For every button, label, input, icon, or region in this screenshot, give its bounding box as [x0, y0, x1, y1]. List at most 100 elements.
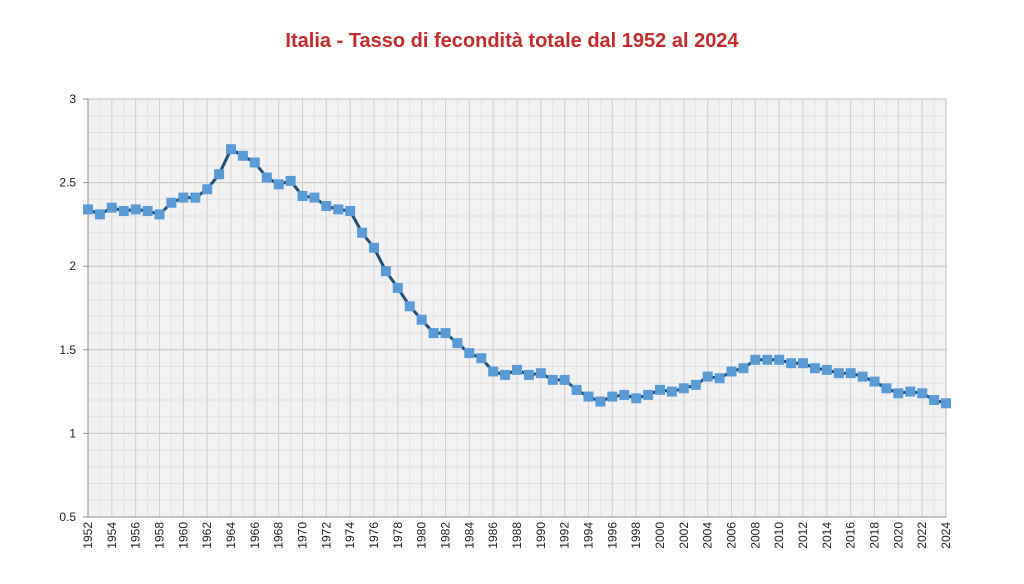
x-tick-label: 1990	[534, 522, 548, 549]
data-point	[547, 374, 558, 385]
data-point	[809, 363, 820, 374]
markers	[83, 144, 951, 409]
data-point	[476, 353, 487, 364]
data-point	[559, 374, 570, 385]
x-tick-label: 1992	[558, 522, 572, 549]
data-point	[535, 368, 546, 379]
x-tick-label: 2000	[653, 522, 667, 549]
y-tick-label: 2.5	[59, 176, 76, 190]
x-tick-label: 1956	[129, 522, 143, 549]
data-point	[595, 396, 606, 407]
data-point	[893, 388, 904, 399]
data-point	[392, 282, 403, 293]
x-tick-label: 1962	[200, 522, 214, 549]
data-point	[774, 354, 785, 365]
data-point	[619, 389, 630, 400]
x-tick-label: 1960	[176, 522, 190, 549]
data-point	[798, 358, 808, 369]
x-tick-label: 2004	[701, 522, 715, 549]
data-point	[750, 354, 761, 365]
x-tick-label: 1998	[629, 522, 643, 549]
data-point	[297, 191, 308, 201]
data-point	[178, 192, 189, 203]
y-tick-label: 0.5	[59, 510, 76, 524]
data-point	[690, 379, 701, 390]
data-point	[905, 386, 916, 397]
x-tick-label: 2016	[844, 522, 858, 549]
data-point	[523, 369, 534, 380]
data-point	[833, 368, 844, 379]
data-point	[321, 201, 332, 211]
data-point	[249, 157, 260, 168]
x-tick-label: 2024	[939, 522, 953, 549]
x-tick-label: 2012	[796, 522, 810, 549]
data-point	[571, 384, 582, 395]
data-point	[380, 266, 391, 277]
x-tick-label: 1966	[248, 522, 262, 549]
data-point	[869, 376, 880, 387]
x-tick-label: 1988	[510, 522, 524, 549]
data-point	[500, 369, 511, 380]
data-point	[786, 358, 797, 369]
x-tick-label: 2014	[820, 522, 834, 549]
data-point	[226, 144, 236, 155]
data-point	[464, 348, 475, 359]
x-tick-label: 1964	[224, 522, 238, 549]
data-point	[702, 371, 713, 382]
data-point	[166, 197, 177, 208]
x-tick-label: 1996	[605, 522, 619, 549]
y-tick-label: 3	[69, 92, 76, 106]
data-point	[845, 368, 856, 379]
x-tick-label: 2008	[748, 522, 762, 549]
data-point	[714, 373, 725, 384]
data-point	[881, 383, 892, 394]
data-point	[94, 209, 105, 220]
data-point	[666, 386, 677, 397]
x-tick-label: 1986	[486, 522, 500, 549]
x-tick-label: 1972	[319, 522, 333, 549]
data-point	[488, 366, 499, 377]
data-point	[428, 328, 439, 339]
data-point	[142, 206, 153, 216]
x-tick-label: 2010	[772, 522, 786, 549]
data-point	[202, 184, 213, 195]
data-point	[333, 204, 344, 215]
x-tick-labels: 1952 1954 1956 1958 1960 1962 1964 1966 1968 1970…	[81, 522, 953, 549]
data-point	[309, 192, 320, 203]
x-tick-label: 1968	[272, 522, 286, 549]
x-tick-label: 1994	[582, 522, 596, 549]
data-point	[440, 328, 451, 339]
data-point	[512, 364, 522, 375]
data-point	[941, 398, 951, 409]
data-point	[607, 391, 618, 402]
data-point	[345, 206, 356, 216]
x-tick-label: 1974	[343, 522, 357, 549]
data-point	[154, 209, 165, 220]
x-tick-label: 1954	[105, 522, 119, 549]
x-tick-label: 1980	[415, 522, 429, 549]
x-tick-label: 2018	[868, 522, 882, 549]
x-tick-label: 1970	[296, 522, 310, 549]
data-point	[655, 384, 665, 395]
x-tick-label: 1982	[439, 522, 453, 549]
data-point	[261, 172, 272, 183]
data-point	[190, 192, 201, 203]
data-point	[214, 169, 225, 180]
x-tick-label: 2020	[891, 522, 905, 549]
data-point	[917, 388, 928, 399]
data-point	[83, 204, 93, 215]
data-point	[237, 150, 248, 161]
data-point	[416, 314, 427, 325]
x-tick-label: 2002	[677, 522, 691, 549]
x-tick-label: 2022	[915, 522, 929, 549]
data-point	[631, 393, 642, 404]
data-point	[118, 206, 129, 216]
y-tick-label: 2	[69, 259, 76, 273]
data-point	[285, 175, 296, 186]
data-point	[857, 371, 868, 382]
data-point	[726, 366, 737, 377]
x-tick-label: 1978	[391, 522, 405, 549]
x-tick-label: 2006	[725, 522, 739, 549]
x-tick-label: 1958	[153, 522, 167, 549]
